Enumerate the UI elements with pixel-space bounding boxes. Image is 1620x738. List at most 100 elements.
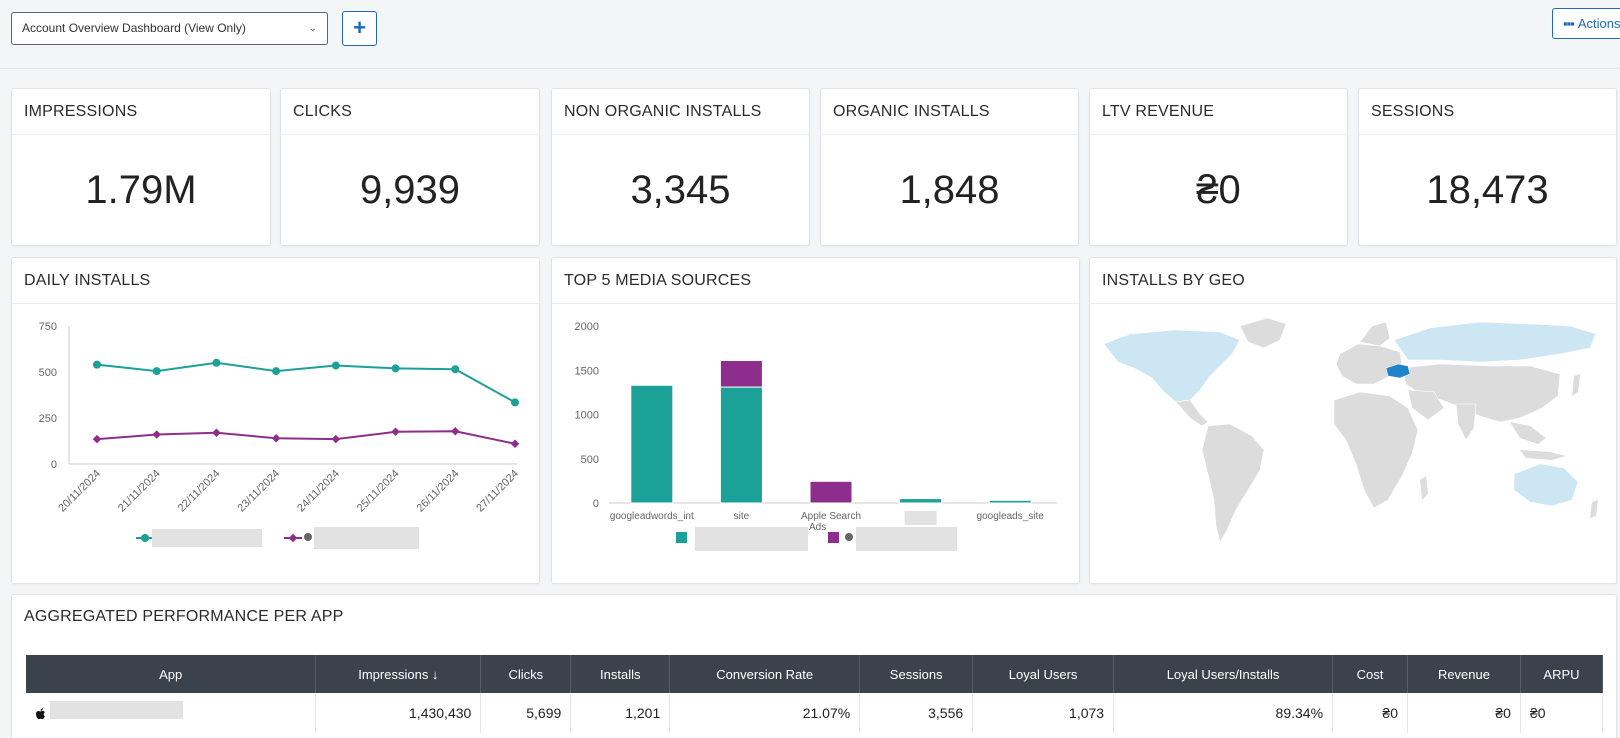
more-dots-icon: ▪▪▪ xyxy=(1563,16,1575,31)
col-arpu[interactable]: ARPU xyxy=(1520,655,1604,693)
data-point xyxy=(391,427,400,437)
data-point xyxy=(92,434,102,444)
top-bar: Account Overview Dashboard (View Only) ⌄… xyxy=(0,0,1620,69)
data-point xyxy=(152,430,161,439)
data-point xyxy=(212,428,221,437)
y-tick-label: 1500 xyxy=(575,365,599,377)
y-tick-label: 250 xyxy=(39,413,57,425)
top-media-sources-card: TOP 5 MEDIA SOURCES 0 500 1000 1500 2000 goog… xyxy=(551,257,1080,584)
cell-installs: 1,201 xyxy=(570,693,671,733)
cell-conversion-rate: 21.07% xyxy=(669,693,861,733)
map-se-asia xyxy=(1510,422,1546,444)
y-tick-label: 0 xyxy=(593,498,599,510)
apple-icon xyxy=(304,533,312,541)
map-central-america xyxy=(1175,399,1209,427)
bar xyxy=(719,360,763,388)
map-europe xyxy=(1335,343,1403,385)
col-revenue[interactable]: Revenue xyxy=(1407,655,1521,693)
apple-icon xyxy=(36,708,45,720)
bar xyxy=(988,499,1032,504)
kpi-card-impressions: IMPRESSIONS 1.79M xyxy=(11,88,271,246)
kpi-card-ltv-revenue: LTV REVENUE ₴0 xyxy=(1089,88,1348,246)
kpi-value: 1.79M xyxy=(85,168,197,212)
map-australia xyxy=(1513,463,1579,507)
cell-arpu: ₴0 xyxy=(1520,693,1604,733)
cell-cost: ₴0 xyxy=(1332,693,1408,733)
bar xyxy=(809,480,853,504)
y-tick-label: 1000 xyxy=(575,410,599,422)
cell-loyal-users: 1,073 xyxy=(972,693,1115,733)
legend-label-redacted xyxy=(695,527,808,551)
y-tick-label: 750 xyxy=(39,321,57,333)
cell-app xyxy=(26,693,317,733)
kpi-card-sessions: SESSIONS 18,473 xyxy=(1358,88,1617,246)
map-middle-east xyxy=(1407,389,1445,421)
col-sessions[interactable]: Sessions xyxy=(859,655,974,693)
map-africa xyxy=(1333,391,1419,509)
cell-loyal-users-installs: 89.34% xyxy=(1113,693,1334,733)
col-app[interactable]: App xyxy=(26,655,317,693)
map-ukraine xyxy=(1385,363,1411,379)
x-tick-label: 27/11/2024 xyxy=(474,468,521,515)
col-conversion-rate[interactable]: Conversion Rate xyxy=(669,655,861,693)
x-tick-label-redacted xyxy=(904,511,937,525)
bar xyxy=(719,386,763,504)
data-point xyxy=(510,439,520,449)
col-loyal-users-installs[interactable]: Loyal Users/Installs xyxy=(1113,655,1334,693)
actions-label: Actions xyxy=(1577,16,1620,31)
world-map xyxy=(1103,317,1598,543)
series-line xyxy=(96,361,516,404)
y-tick-label: 500 xyxy=(39,367,57,379)
map-north-america xyxy=(1103,329,1241,403)
kpi-card-clicks: CLICKS 9,939 xyxy=(280,88,540,246)
table-row[interactable]: 1,430,430 5,699 1,201 21.07% 3,556 1,073… xyxy=(26,693,1604,733)
x-tick-label: 22/11/2024 xyxy=(176,468,223,515)
kpi-card-non-organic-installs: NON ORGANIC INSTALLS 3,345 xyxy=(551,88,810,246)
kpi-title: CLICKS xyxy=(281,89,539,135)
map-madagascar xyxy=(1420,476,1428,500)
legend-marker xyxy=(676,532,687,543)
add-dashboard-button[interactable]: + xyxy=(342,11,377,46)
daily-installs-chart: 0 250 500 750 20/11/2024 21/11/2024 22/11/2024… xyxy=(39,321,521,549)
daily-installs-card: DAILY INSTALLS 0 250 500 750 20/11/2024 21/11… xyxy=(11,257,540,584)
legend-marker xyxy=(288,533,298,543)
data-point xyxy=(451,365,460,374)
kpi-card-organic-installs: ORGANIC INSTALLS 1,848 xyxy=(820,88,1079,246)
x-tick-label: Ads xyxy=(809,522,826,533)
apple-icon xyxy=(845,533,853,541)
data-point xyxy=(331,434,341,444)
y-tick-label: 2000 xyxy=(575,321,599,333)
data-point xyxy=(511,398,519,407)
x-tick-label: 20/11/2024 xyxy=(56,468,103,515)
top-media-sources-title: TOP 5 MEDIA SOURCES xyxy=(552,258,1079,304)
actions-button[interactable]: ▪▪▪ Actions xyxy=(1552,8,1620,39)
x-tick-label: Apple Search xyxy=(801,511,861,522)
x-tick-label: 26/11/2024 xyxy=(415,468,462,515)
y-tick-label: 0 xyxy=(51,459,57,471)
col-installs[interactable]: Installs xyxy=(570,655,671,693)
col-impressions[interactable]: Impressions ↓ xyxy=(315,655,482,693)
map-india xyxy=(1455,403,1477,441)
legend-label-redacted xyxy=(152,529,262,547)
dashboard-select[interactable]: Account Overview Dashboard (View Only) ⌄ xyxy=(11,12,328,45)
map-russia xyxy=(1393,321,1597,363)
top-media-sources-chart: 0 500 1000 1500 2000 googleadwords_int site App… xyxy=(575,321,1057,551)
data-point xyxy=(391,364,400,373)
x-tick-label: 24/11/2024 xyxy=(295,468,342,515)
x-tick-label: googleadwords_int xyxy=(610,511,694,522)
kpi-value: 1,848 xyxy=(899,168,1000,212)
daily-installs-title: DAILY INSTALLS xyxy=(12,258,539,304)
col-clicks[interactable]: Clicks xyxy=(480,655,572,693)
col-loyal-users[interactable]: Loyal Users xyxy=(972,655,1115,693)
kpi-title: LTV REVENUE xyxy=(1090,89,1347,135)
cell-revenue: ₴0 xyxy=(1407,693,1521,733)
x-tick-label: site xyxy=(734,511,750,522)
table-header-row: App Impressions ↓ Clicks Installs Conver… xyxy=(26,655,1604,693)
x-tick-label: 21/11/2024 xyxy=(116,468,163,515)
dashboard-select-value: Account Overview Dashboard (View Only) xyxy=(22,21,246,35)
data-point xyxy=(152,367,161,376)
series-line xyxy=(96,430,516,445)
performance-table: App Impressions ↓ Clicks Installs Conver… xyxy=(26,655,1604,733)
col-cost[interactable]: Cost xyxy=(1332,655,1408,693)
data-point xyxy=(212,358,221,367)
